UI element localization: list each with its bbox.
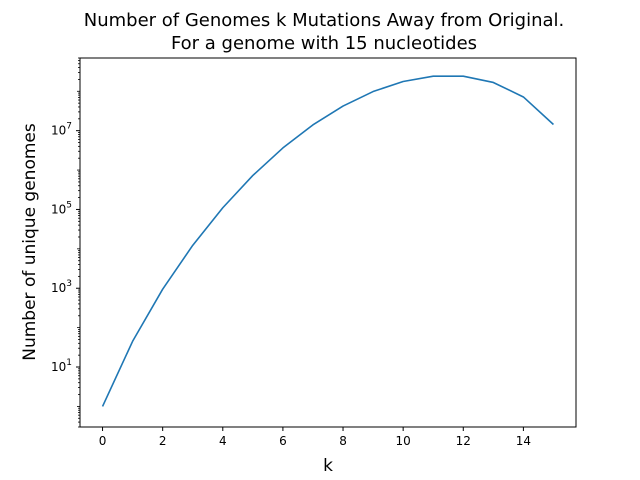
- y-axis-label: Number of unique genomes: [20, 123, 40, 361]
- x-tick-label: 0: [99, 434, 107, 448]
- y-tick-label: 101: [51, 358, 72, 374]
- y-tick-label: 103: [51, 279, 72, 295]
- x-tick-label: 14: [516, 434, 531, 448]
- y-tick-label: 105: [51, 200, 72, 216]
- plot-frame: [79, 57, 577, 428]
- x-tick-label: 6: [279, 434, 287, 448]
- x-axis-label: k: [323, 456, 333, 476]
- chart-subtitle: For a genome with 15 nucleotides: [171, 33, 477, 54]
- x-tick-label: 8: [339, 434, 347, 448]
- x-tick-label: 12: [456, 434, 471, 448]
- x-tick-label: 4: [219, 434, 227, 448]
- axis-ticks: 0 2 4 6 8 10 12 14 101 103 105 107: [51, 57, 531, 448]
- y-tick-label: 107: [51, 122, 72, 138]
- series-line: [101, 75, 554, 407]
- plot-series: [101, 75, 554, 407]
- x-tick-label: 2: [159, 434, 167, 448]
- chart-title: Number of Genomes k Mutations Away from …: [84, 10, 564, 31]
- x-tick-label: 10: [396, 434, 411, 448]
